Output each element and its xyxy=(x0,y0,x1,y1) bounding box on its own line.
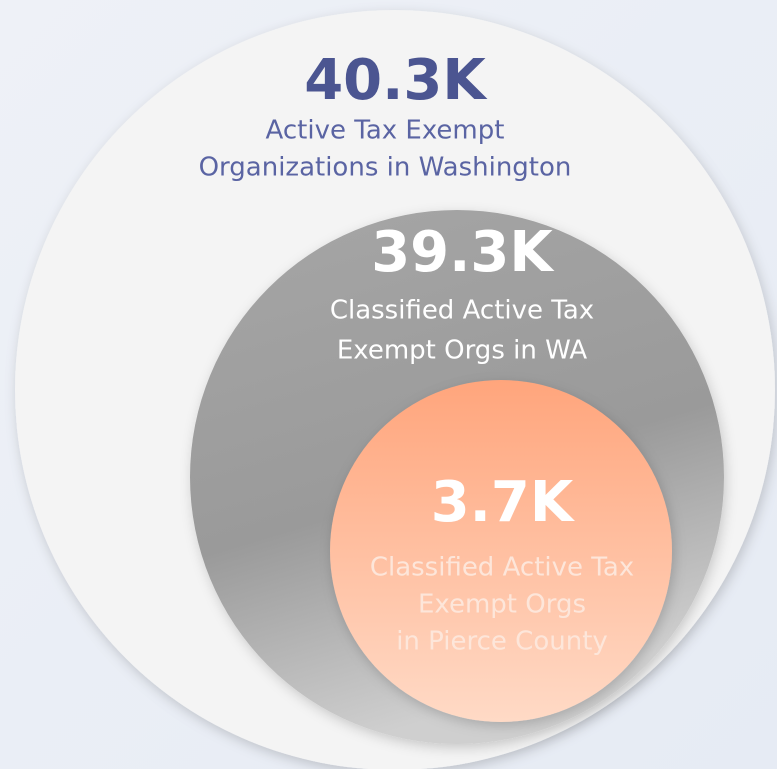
inner-circle xyxy=(330,380,672,722)
inner-value: 3.7K xyxy=(431,470,576,535)
middle-value: 39.3K xyxy=(371,220,555,285)
outer-value: 40.3K xyxy=(304,48,488,113)
inner-label: in Pierce County xyxy=(396,627,608,657)
outer-label: Active Tax Exempt xyxy=(266,116,505,146)
inner-label: Exempt Orgs xyxy=(418,590,586,620)
middle-label: Classified Active Tax xyxy=(330,296,594,326)
inner-label: Classified Active Tax xyxy=(370,553,634,583)
outer-label: Organizations in Washington xyxy=(199,153,572,183)
middle-label: Exempt Orgs in WA xyxy=(337,336,588,366)
